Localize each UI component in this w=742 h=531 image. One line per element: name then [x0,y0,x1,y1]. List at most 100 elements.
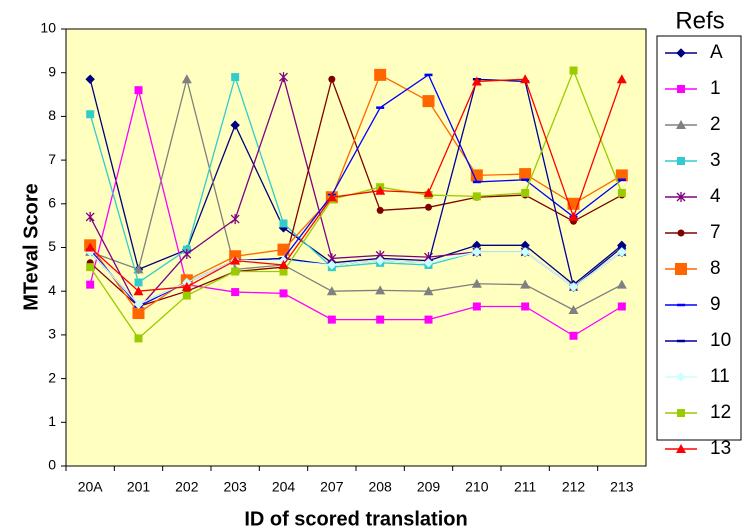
marker [520,279,531,289]
y-tick-label: 6 [48,195,56,211]
marker [676,192,686,202]
marker [181,74,192,84]
series-line [89,90,623,337]
marker [676,48,686,58]
marker [328,75,336,83]
marker [675,263,687,275]
marker [327,260,337,270]
marker [374,68,387,81]
marker [470,169,483,182]
series-line [89,78,623,292]
marker [230,255,241,265]
x-tick-label: 203 [223,479,247,495]
legend-label: 9 [710,294,721,315]
legend-label: 13 [710,438,731,459]
marker [231,73,240,82]
legend-box [656,35,742,441]
marker [134,278,143,287]
x-tick-label: 208 [368,479,392,495]
marker [277,243,290,256]
marker [519,168,532,181]
marker [230,214,240,225]
x-tick-label: 212 [562,479,586,495]
legend-title: Refs [675,7,724,34]
legend-label: 12 [710,402,731,423]
marker [182,291,191,300]
marker [472,302,481,311]
marker [134,86,143,95]
marker [568,211,579,221]
legend-label: 4 [710,186,721,207]
marker [376,315,385,324]
marker [85,242,96,252]
marker [424,315,433,324]
x-tick-label: 204 [272,479,296,495]
y-tick-label: 4 [48,282,56,298]
marker [569,331,578,340]
marker [676,444,686,453]
marker [326,286,337,296]
marker [231,288,240,297]
series-line [89,251,623,306]
series-line [89,77,623,308]
marker [520,74,531,84]
marker [230,120,240,130]
marker [677,157,685,165]
marker [568,282,579,292]
marker [86,263,95,272]
y-tick-label: 2 [48,369,56,385]
legend-label: 10 [710,330,731,351]
x-tick-label: 211 [514,479,537,495]
marker [472,247,482,257]
marker [279,267,288,276]
y-tick-label: 9 [48,63,56,79]
marker [521,302,530,311]
marker [677,229,685,237]
marker [423,286,434,296]
marker [425,203,432,211]
marker [132,307,145,320]
x-axis-title: ID of scored translation [244,508,467,530]
y-tick-label: 5 [48,238,56,254]
marker [677,409,685,417]
x-tick-label: 213 [610,479,634,495]
legend-label: 1 [710,78,721,99]
marker [182,249,192,260]
marker [279,72,288,83]
y-axis-title: MTeval Score [20,183,42,310]
x-tick-label: 207 [320,479,344,495]
marker [616,279,627,289]
marker [85,74,95,84]
marker [676,120,686,129]
marker [520,247,530,257]
marker [134,334,143,343]
marker [617,302,626,311]
x-tick-label: 210 [465,479,489,495]
x-tick-label: 201 [127,479,151,495]
marker [327,315,336,324]
x-tick-label: 202 [175,479,199,495]
marker [471,76,482,86]
marker [278,259,289,269]
legend-label: A [710,42,723,63]
marker [279,289,288,298]
marker [86,110,95,119]
marker [472,192,481,201]
marker [86,280,95,289]
marker [615,169,628,182]
marker [181,281,192,291]
marker [375,255,385,266]
marker [133,299,144,310]
marker [376,206,384,214]
marker [521,188,530,197]
marker [676,372,686,382]
y-tick-label: 7 [48,151,56,167]
plot-area [65,28,647,467]
marker [326,192,337,202]
marker [617,188,626,197]
marker [85,211,95,222]
marker [375,285,386,295]
y-tick-label: 8 [48,107,56,123]
marker [133,286,144,296]
